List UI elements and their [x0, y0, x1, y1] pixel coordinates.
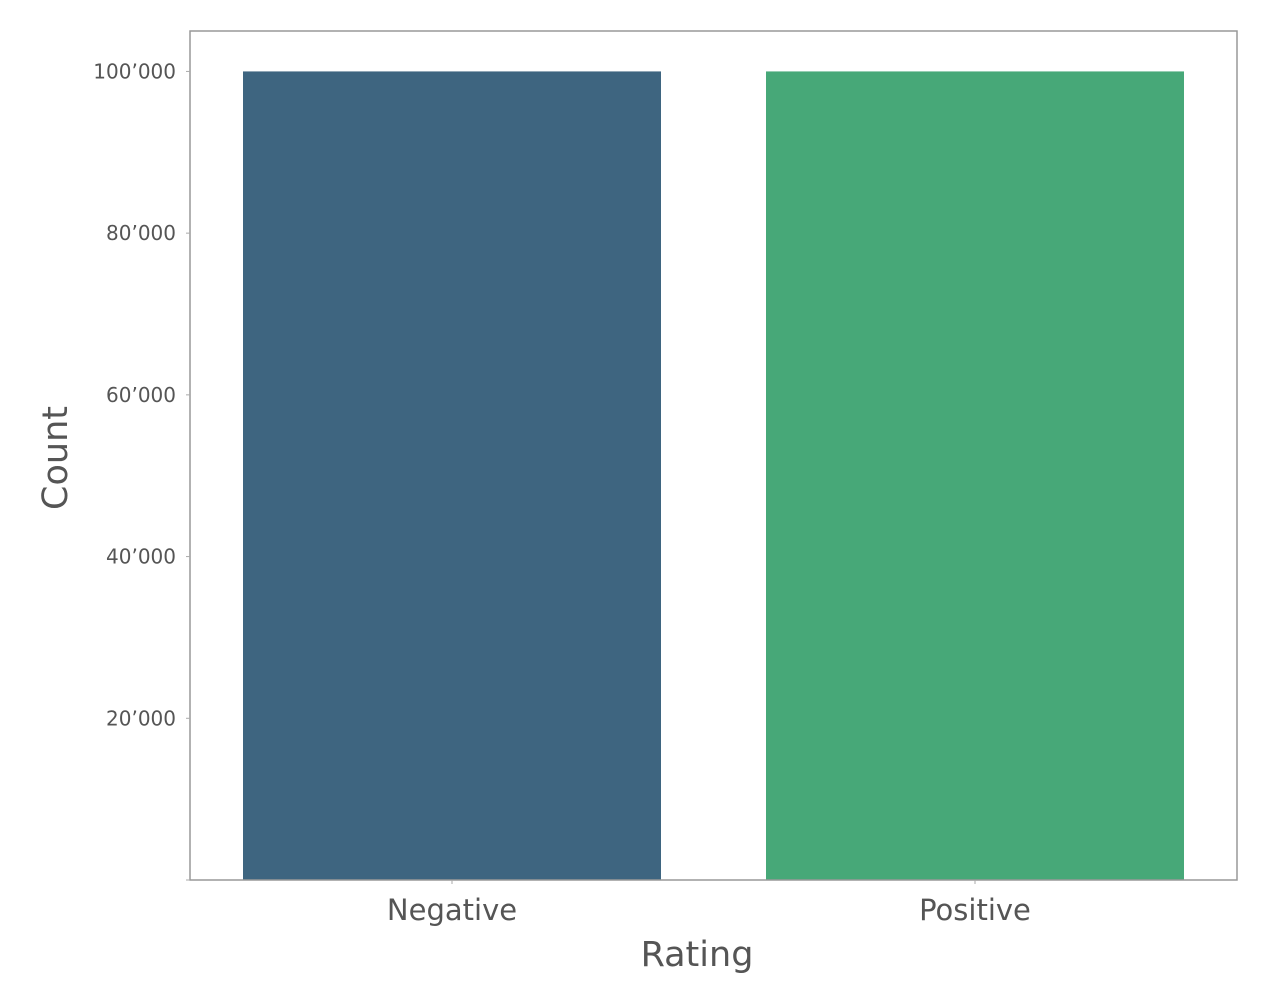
y-tick-label: 100’000: [93, 59, 176, 83]
bar-negative: [243, 71, 661, 880]
y-axis-ticks: 20’000 40’000 60’000 80’000 100’000: [93, 59, 190, 881]
y-tick-label: 20’000: [106, 706, 176, 730]
y-axis-title: Count: [36, 406, 76, 510]
y-tick-label: 40’000: [106, 545, 176, 569]
bars-layer: [243, 71, 1184, 880]
x-axis-title: Rating: [641, 935, 754, 975]
plot-frame: [189, 30, 1238, 881]
x-axis-ticks: Negative Positive: [387, 880, 1031, 927]
y-tick-label: 60’000: [106, 383, 176, 407]
y-tick-label: 80’000: [106, 221, 176, 245]
bar-positive: [766, 71, 1184, 880]
x-tick-label: Negative: [387, 893, 517, 927]
x-tick-label: Positive: [919, 893, 1031, 927]
